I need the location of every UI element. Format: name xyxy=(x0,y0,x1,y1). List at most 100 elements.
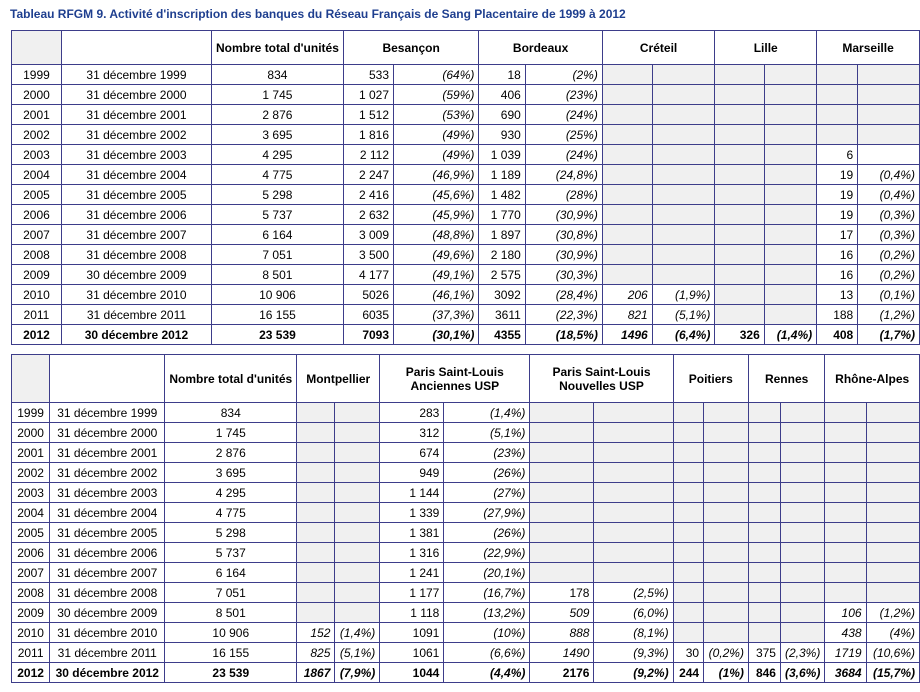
table-row: 2009 30 décembre 2009 8 501 4 177 (49,1%) 2 5… xyxy=(11,264,920,285)
cell-empty-creteil xyxy=(651,244,716,265)
cell-empty-lille xyxy=(763,204,818,225)
cell-empty-creteil xyxy=(651,64,716,85)
header-row: Nombre total d'unités Montpellier Paris Sa… xyxy=(10,354,920,403)
cell-empty-rhone-alpes xyxy=(824,542,867,563)
cell-percent-marseille: (0,4%) xyxy=(857,184,920,205)
cell-empty-rennes xyxy=(747,462,781,483)
cell-empty-marseille xyxy=(816,84,859,105)
row-year: 2003 xyxy=(11,144,62,165)
cell-percent-besancon: (48,8%) xyxy=(393,224,480,245)
row-date: 30 décembre 2012 xyxy=(49,662,166,683)
cell-empty-paris-saint-louis-nouvelles-usp xyxy=(593,442,674,463)
cell-count-bordeaux: 690 xyxy=(478,104,526,125)
cell-count-bordeaux: 1 039 xyxy=(478,144,526,165)
row-date: 31 décembre 2011 xyxy=(60,304,213,325)
cell-count-besancon: 1 027 xyxy=(342,84,395,105)
cell-percent-montpellier: (1,4%) xyxy=(334,622,381,643)
cell-empty-paris-saint-louis-nouvelles-usp xyxy=(529,442,595,463)
row-total-units: 5 737 xyxy=(164,542,298,563)
table-row: 2000 31 décembre 2000 1 745 1 027 (59%) 406 (2… xyxy=(11,84,920,105)
cell-empty-lille xyxy=(763,84,818,105)
cell-empty-paris-saint-louis-nouvelles-usp xyxy=(529,402,595,423)
cell-percent-poitiers: (0,2%) xyxy=(703,642,749,663)
row-total-units: 3 695 xyxy=(164,462,298,483)
row-total-units: 4 775 xyxy=(164,502,298,523)
row-year: 2010 xyxy=(11,284,62,305)
row-total-units: 6 164 xyxy=(164,562,298,583)
cell-count-poitiers: 30 xyxy=(672,642,705,663)
row-total-units: 2 876 xyxy=(211,104,344,125)
table-banks-part1: Nombre total d'unités Besançon Bordeaux Cré… xyxy=(11,30,920,345)
table-row: 1999 31 décembre 1999 834 533 (64%) 18 (2%) xyxy=(11,64,920,85)
row-year: 2009 xyxy=(11,264,62,285)
cell-empty-rhone-alpes xyxy=(865,462,920,483)
cell-empty-paris-saint-louis-nouvelles-usp xyxy=(593,422,674,443)
cell-empty-rhone-alpes xyxy=(824,442,867,463)
cell-count-paris-saint-louis-nouvelles-usp: 509 xyxy=(529,602,595,623)
header-bank-bordeaux: Bordeaux xyxy=(478,30,603,65)
row-date: 30 décembre 2009 xyxy=(49,602,166,623)
cell-empty-montpellier xyxy=(296,562,336,583)
cell-count-paris-saint-louis-anciennes-usp: 1061 xyxy=(379,642,445,663)
cell-percent-rhone-alpes: (10,6%) xyxy=(865,642,920,663)
cell-percent-creteil: (1,9%) xyxy=(651,284,716,305)
row-year: 2007 xyxy=(11,224,62,245)
cell-count-rhone-alpes: 3684 xyxy=(824,662,867,683)
cell-empty-paris-saint-louis-nouvelles-usp xyxy=(593,562,674,583)
row-date: 31 décembre 2005 xyxy=(49,522,166,543)
cell-empty-creteil xyxy=(601,204,653,225)
cell-empty-montpellier xyxy=(334,582,381,603)
cell-empty-lille xyxy=(763,244,818,265)
cell-count-bordeaux: 3092 xyxy=(478,284,526,305)
cell-empty-creteil xyxy=(601,164,653,185)
cell-count-besancon: 2 416 xyxy=(342,184,395,205)
cell-empty-rennes xyxy=(747,582,781,603)
cell-empty-rhone-alpes xyxy=(865,522,920,543)
cell-empty-rennes xyxy=(779,602,826,623)
cell-percent-paris-saint-louis-nouvelles-usp: (8,1%) xyxy=(593,622,674,643)
cell-count-creteil: 1496 xyxy=(601,324,653,345)
row-date: 31 décembre 2000 xyxy=(60,84,213,105)
cell-percent-creteil: (5,1%) xyxy=(651,304,716,325)
cell-count-paris-saint-louis-anciennes-usp: 312 xyxy=(379,422,445,443)
cell-count-besancon: 7093 xyxy=(342,324,395,345)
table-row: 2010 31 décembre 2010 10 906 152 (1,4%) 1091(… xyxy=(10,622,920,643)
cell-count-marseille: 19 xyxy=(816,164,859,185)
cell-count-marseille: 17 xyxy=(816,224,859,245)
header-year-empty xyxy=(11,30,62,65)
cell-empty-poitiers xyxy=(703,522,749,543)
cell-empty-montpellier xyxy=(334,402,381,423)
cell-empty-montpellier xyxy=(334,422,381,443)
row-year: 2006 xyxy=(11,204,62,225)
cell-count-marseille: 16 xyxy=(816,264,859,285)
table-title: Tableau RFGM 9. Activité d'inscription d… xyxy=(10,7,626,21)
cell-count-paris-saint-louis-anciennes-usp: 1044 xyxy=(379,662,445,683)
row-year: 2009 xyxy=(10,602,51,623)
cell-percent-marseille: (1,7%) xyxy=(857,324,920,345)
cell-empty-creteil xyxy=(651,224,716,245)
table-row: 2002 31 décembre 2002 3 695 1 816 (49%) 930 (2… xyxy=(11,124,920,145)
cell-percent-besancon: (59%) xyxy=(393,84,480,105)
cell-percent-paris-saint-louis-anciennes-usp: (13,2%) xyxy=(443,602,531,623)
cell-count-besancon: 1 512 xyxy=(342,104,395,125)
cell-count-besancon: 533 xyxy=(342,64,395,85)
row-date: 31 décembre 2010 xyxy=(60,284,213,305)
cell-count-montpellier: 152 xyxy=(296,622,336,643)
cell-percent-besancon: (53%) xyxy=(393,104,480,125)
cell-empty-rennes xyxy=(779,502,826,523)
cell-percent-besancon: (49%) xyxy=(393,124,480,145)
row-year: 2000 xyxy=(11,84,62,105)
row-year: 2011 xyxy=(11,304,62,325)
cell-count-besancon: 5026 xyxy=(342,284,395,305)
cell-empty-rennes xyxy=(747,422,781,443)
cell-percent-paris-saint-louis-anciennes-usp: (10%) xyxy=(443,622,531,643)
header-bank-paris-saint-louis-nouvelles-usp: Paris Saint-Louis Nouvelles USP xyxy=(529,354,674,403)
row-total-units: 7 051 xyxy=(164,582,298,603)
cell-empty-poitiers xyxy=(672,602,705,623)
cell-percent-montpellier: (7,9%) xyxy=(334,662,381,683)
cell-empty-lille xyxy=(714,224,765,245)
cell-empty-paris-saint-louis-nouvelles-usp xyxy=(593,502,674,523)
cell-percent-besancon: (37,3%) xyxy=(393,304,480,325)
table-row: 2004 31 décembre 2004 4 775 1 339 (27,9%) xyxy=(10,502,920,523)
cell-empty-lille xyxy=(763,264,818,285)
